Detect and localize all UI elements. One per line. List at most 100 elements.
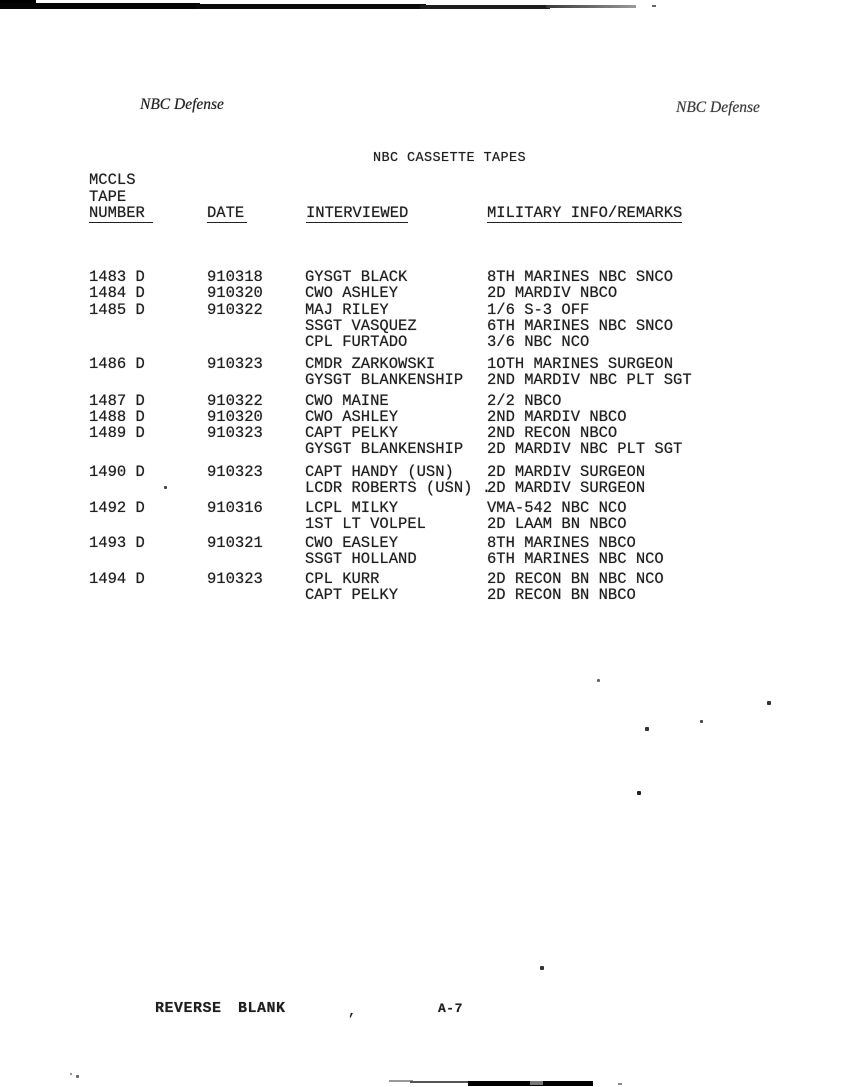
column-header-number-label: NUMBER	[89, 204, 153, 223]
cell-date: 910320	[207, 408, 263, 426]
column-header-number-line1: MCCLS	[89, 171, 136, 189]
cell-remarks: 6TH MARINES NBC NCO	[487, 550, 664, 569]
scan-artifact-top-bar	[0, 3, 200, 9]
cell-interviewed: GYSGT BLACK	[305, 268, 408, 286]
cell-remarks: 2D RECON BN NBCO	[487, 586, 636, 605]
cell-tape-number: 1492 D	[89, 499, 145, 517]
cell-date: 910322	[207, 300, 263, 319]
scan-speckle	[70, 1073, 72, 1075]
cell-interviewed: LCPL MILKY	[305, 499, 399, 517]
column-header-date-label: DATE	[207, 204, 248, 223]
scan-speckle	[645, 727, 649, 731]
cell-tape-number: 1486 D	[89, 355, 145, 373]
cell-date: 910322	[207, 392, 263, 410]
table-row: 1483 D 910318 GYSGT BLACK 8TH MARINES NBC S…	[0, 269, 850, 286]
table-row: 1ST LT VOLPEL 2D LAAM BN NBCO	[0, 516, 850, 533]
table-row: 1492 D 910316 LCPL MILKY VMA-542 NBC NCO	[0, 500, 850, 517]
cell-remarks: 3/6 NBC NCO	[487, 332, 590, 351]
table-row: 1494 D 910323 CPL KURR 2D RECON BN NBC NCO	[0, 571, 850, 588]
table-row: CPL FURTADO 3/6 NBC NCO	[0, 332, 850, 351]
table-row: GYSGT BLANKENSHIP 2D MARDIV NBC PLT SGT	[0, 441, 850, 458]
cell-remarks: 2D MARDIV SURGEON	[487, 463, 646, 481]
cell-interviewed: GYSGT BLANKENSHIP	[305, 371, 464, 390]
scan-speckle	[767, 701, 771, 705]
page-number: A-7	[438, 1001, 463, 1016]
table-row: 1487 D 910322 CWO MAINE 2/2 NBCO	[0, 393, 850, 410]
cell-remarks: 2D MARDIV SURGEON	[487, 479, 646, 498]
cell-remarks: 2ND MARDIV NBCO	[487, 408, 627, 426]
column-header-remarks-label: MILITARY INFO/REMARKS	[487, 204, 683, 223]
cell-date: 910323	[207, 424, 263, 442]
cell-date: 910320	[207, 284, 263, 302]
cell-tape-number: 1494 D	[89, 570, 145, 588]
cell-remarks: 2D MARDIV NBCO	[487, 284, 618, 302]
scan-speckle	[700, 720, 703, 723]
cell-interviewed: CMDR ZARKOWSKI	[305, 355, 436, 373]
scan-artifact-bottom-bar	[410, 1081, 470, 1083]
cell-tape-number: 1490 D	[89, 463, 145, 481]
cell-interviewed: CWO ASHLEY	[305, 408, 399, 426]
stray-comma-mark: ,	[348, 1004, 357, 1020]
table-row: 1488 D 910320 CWO ASHLEY 2ND MARDIV NBCO	[0, 409, 850, 426]
table-row: 1489 D 910323 CAPT PELKY 2ND RECON NBCO	[0, 425, 850, 442]
cell-remarks: 2D MARDIV NBC PLT SGT	[487, 440, 683, 459]
scan-artifact-top-bar	[546, 5, 636, 8]
column-header-interviewed: INTERVIEWED	[306, 204, 409, 223]
cell-remarks: 2D RECON BN NBC NCO	[487, 570, 664, 588]
cell-remarks: 8TH MARINES NBC SNCO	[487, 268, 674, 286]
cell-interviewed: SSGT HOLLAND	[305, 550, 417, 569]
cell-remarks: 1/6 S-3 OFF	[487, 300, 590, 319]
cell-remarks: 2ND RECON NBCO	[487, 424, 618, 442]
cell-remarks: VMA-542 NBC NCO	[487, 499, 627, 517]
cell-tape-number: 1484 D	[89, 284, 145, 302]
table-row: CAPT PELKY 2D RECON BN NBCO	[0, 587, 850, 604]
cell-interviewed: CPL KURR	[305, 570, 380, 588]
scan-artifact-bottom-bar	[618, 1083, 622, 1085]
cell-tape-number: 1483 D	[89, 268, 145, 286]
table-row: 1485 D 910322 MAJ RILEY 1/6 S-3 OFF	[0, 300, 850, 319]
running-header-left: NBC Defense	[140, 96, 224, 113]
page-title: NBC CASSETTE TAPES	[373, 151, 527, 166]
column-header-number-line2: TAPE	[89, 188, 127, 206]
cell-remarks: 2ND MARDIV NBC PLT SGT	[487, 371, 692, 390]
cell-interviewed: CWO EASLEY	[305, 534, 399, 552]
cell-date: 910318	[207, 268, 263, 286]
cell-interviewed: MAJ RILEY	[305, 300, 389, 319]
cell-interviewed: SSGT VASQUEZ	[305, 316, 417, 335]
column-header-number-line3: NUMBER	[89, 204, 153, 223]
cell-interviewed: CWO MAINE	[305, 392, 389, 410]
cell-remarks: 2/2 NBCO	[487, 392, 562, 410]
table-row: 1486 D 910323 CMDR ZARKOWSKI 1OTH MARINES S…	[0, 356, 850, 373]
cell-date: 910323	[207, 570, 263, 588]
cell-interviewed: 1ST LT VOLPEL	[305, 515, 426, 534]
cell-date: 910321	[207, 534, 263, 552]
scan-artifact-top-bar	[652, 5, 656, 7]
table-row: SSGT HOLLAND 6TH MARINES NBC NCO	[0, 551, 850, 568]
table-row: 1484 D 910320 CWO ASHLEY 2D MARDIV NBCO	[0, 285, 850, 302]
scan-speckle	[637, 791, 641, 795]
cell-tape-number: 1493 D	[89, 534, 145, 552]
cell-interviewed: LCDR ROBERTS (USN) .	[305, 479, 492, 498]
table-row: 1490 D 910323 CAPT HANDY (USN) 2D MARDIV SU…	[0, 464, 850, 481]
table-row: SSGT VASQUEZ 6TH MARINES NBC SNCO	[0, 316, 850, 335]
scan-speckle	[164, 486, 167, 489]
cell-date: 910316	[207, 499, 263, 517]
reverse-blank-label: REVERSE BLANK	[155, 1000, 286, 1017]
cell-interviewed: CAPT PELKY	[305, 424, 399, 442]
cell-remarks: 8TH MARINES NBCO	[487, 534, 636, 552]
column-header-interviewed-label: INTERVIEWED	[306, 204, 409, 223]
cell-interviewed: GYSGT BLANKENSHIP	[305, 440, 464, 459]
column-header-date: DATE	[207, 204, 248, 223]
cell-tape-number: 1489 D	[89, 424, 145, 442]
cell-date: 910323	[207, 355, 263, 373]
cell-tape-number: 1488 D	[89, 408, 145, 426]
table-row: LCDR ROBERTS (USN) . 2D MARDIV SURGEON	[0, 480, 850, 497]
cell-remarks: 1OTH MARINES SURGEON	[487, 355, 674, 373]
cell-interviewed: CAPT HANDY (USN)	[305, 463, 454, 481]
scan-speckle	[76, 1075, 79, 1078]
column-header-remarks: MILITARY INFO/REMARKS	[487, 204, 683, 223]
cell-interviewed: CPL FURTADO	[305, 332, 408, 351]
scan-artifact-top-bar	[420, 5, 550, 9]
scan-artifact-bottom-bar	[530, 1081, 543, 1085]
